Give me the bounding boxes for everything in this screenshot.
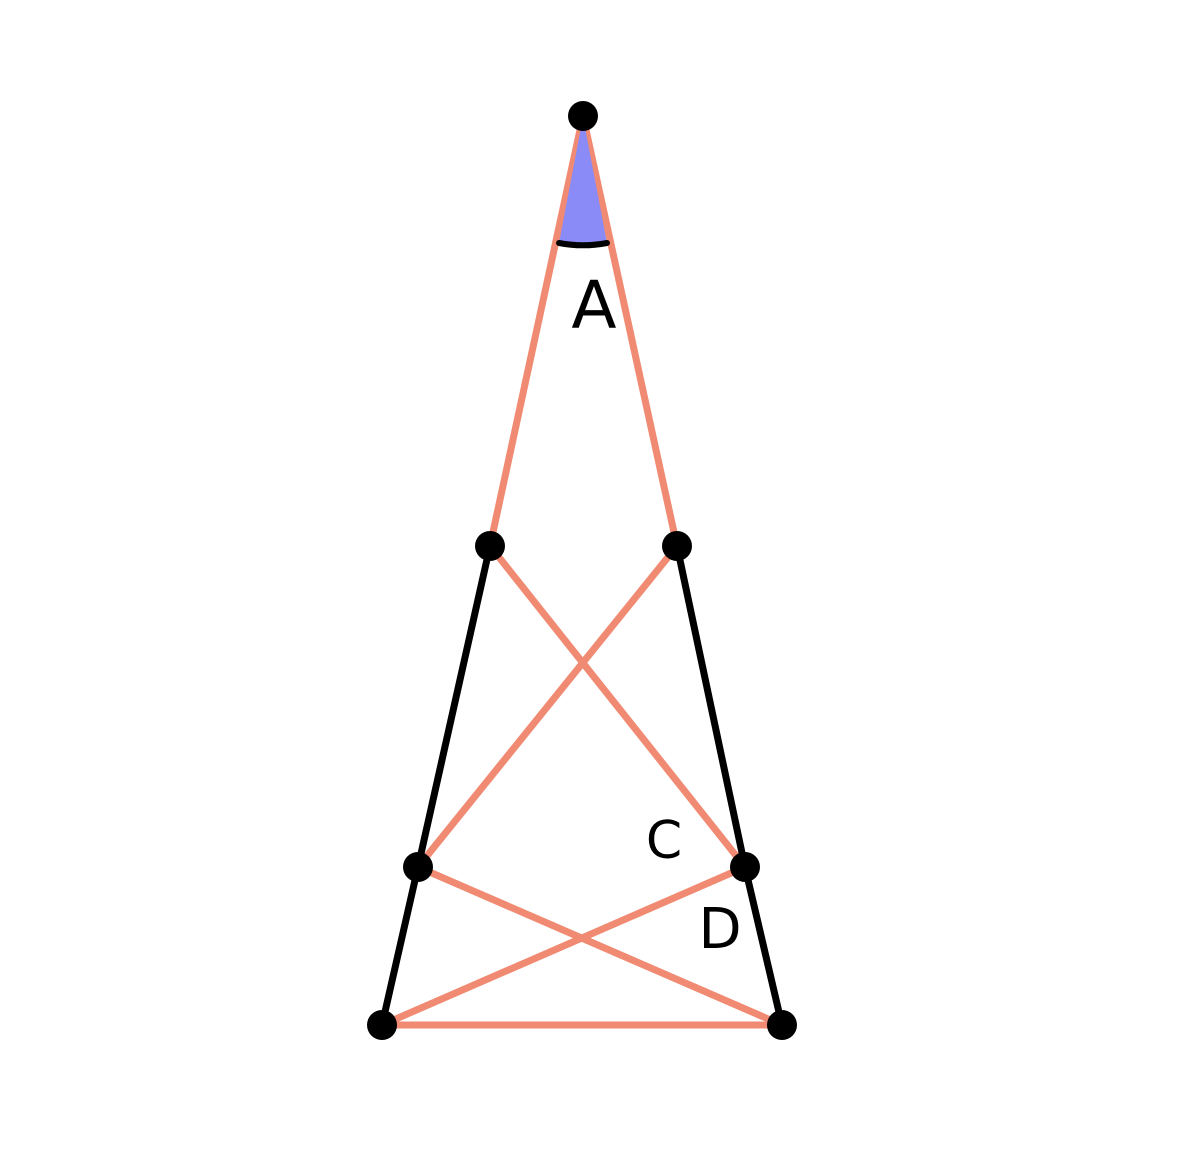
apex-angle-arc [556, 240, 610, 249]
salmon-segment-middle-left-to-base-right [414, 863, 786, 1029]
label-angle-d: D [698, 897, 741, 962]
salmon-segment-middle-right-to-base-left [378, 863, 749, 1029]
label-angle-a: A [571, 267, 616, 344]
black-segment-middle-left-to-base-left [378, 863, 422, 1029]
points-layer [367, 101, 797, 1040]
point-base-right [767, 1010, 797, 1040]
salmon-segment-apex-to-upper-left [486, 112, 587, 550]
point-middle-left [403, 852, 433, 882]
black-segment-middle-right-to-base-right [741, 863, 786, 1029]
segments-layer [378, 112, 786, 1029]
apex-angle-fill [559, 117, 607, 246]
salmon-segment-upper-left-to-middle-right [486, 542, 749, 871]
salmon-segment-upper-right-to-middle-left [414, 542, 681, 871]
point-base-left [367, 1010, 397, 1040]
black-segment-upper-right-to-middle-right [673, 542, 749, 871]
point-upper-left [475, 531, 505, 561]
black-segment-upper-left-to-middle-left [414, 542, 494, 871]
point-apex [568, 101, 598, 131]
salmon-segment-apex-to-upper-right [579, 112, 681, 550]
point-upper-right [662, 531, 692, 561]
point-middle-right [730, 852, 760, 882]
label-angle-c: C [646, 811, 682, 871]
